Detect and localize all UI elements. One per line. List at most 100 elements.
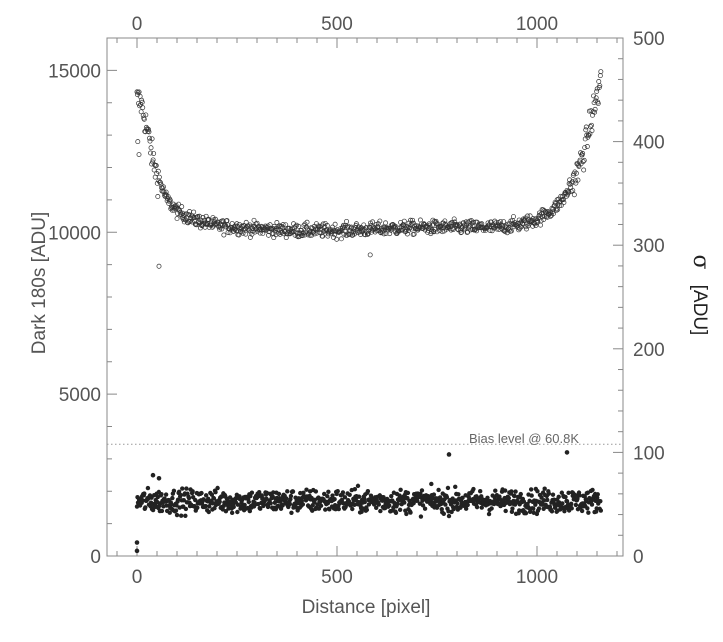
- data-point-sigma: [327, 507, 332, 512]
- data-point-sigma: [579, 508, 585, 514]
- axis-ticks: [107, 37, 623, 557]
- data-point-sigma: [549, 509, 555, 514]
- data-point-sigma: [393, 510, 399, 515]
- data-point-sigma: [431, 492, 437, 497]
- y-right-tick-label: 0: [633, 547, 644, 568]
- data-point-dark: [296, 223, 302, 229]
- data-point-sigma: [509, 489, 514, 494]
- data-point-sigma: [285, 489, 290, 494]
- data-point-dark: [474, 228, 480, 234]
- data-point-sigma: [374, 505, 379, 510]
- data-point-dark: [540, 214, 546, 219]
- data-point-dark: [300, 230, 306, 236]
- data-point-dark: [554, 207, 560, 213]
- data-point-dark: [535, 219, 541, 225]
- data-point-sigma: [460, 495, 465, 501]
- data-point-sigma: [356, 494, 362, 499]
- data-point-sigma: [478, 489, 483, 494]
- data-point-sigma: [573, 493, 578, 498]
- data-point-sigma: [569, 506, 574, 511]
- data-point-dark: [275, 230, 281, 236]
- data-point-dark: [161, 184, 166, 190]
- data-point-sigma: [509, 509, 515, 514]
- y-right-tick-label: 300: [633, 236, 665, 257]
- data-point-dark: [163, 189, 169, 195]
- data-point-dark: [271, 235, 277, 241]
- data-point-sigma: [378, 508, 383, 514]
- data-point-dark: [284, 231, 290, 237]
- data-point-sigma: [325, 493, 330, 499]
- data-point-sigma: [531, 506, 536, 511]
- data-point-dark: [383, 220, 389, 226]
- data-point-sigma: [145, 485, 151, 491]
- data-point-dark: [580, 150, 586, 156]
- data-point-dark: [169, 207, 175, 213]
- data-point-dark: [527, 213, 533, 219]
- data-point-sigma: [559, 490, 565, 495]
- data-point-dark: [191, 209, 197, 215]
- data-point-sigma: [193, 497, 198, 503]
- data-point-dark: [463, 224, 469, 230]
- data-point-dark: [572, 178, 578, 184]
- data-point-dark: [573, 170, 579, 176]
- data-point-sigma: [418, 491, 423, 497]
- data-point-sigma: [352, 486, 358, 492]
- data-point-dark: [427, 222, 433, 228]
- data-point-sigma: [521, 499, 527, 504]
- data-point-dark: [139, 99, 145, 105]
- data-point-sigma: [322, 491, 327, 497]
- data-point-dark-outlier: [135, 139, 141, 145]
- data-point-sigma: [506, 495, 511, 501]
- data-point-dark: [433, 218, 439, 224]
- data-point-dark: [221, 232, 227, 238]
- data-point-sigma: [261, 502, 267, 507]
- data-point-dark: [587, 123, 593, 129]
- data-point-dark: [325, 233, 331, 239]
- x-tick-label-top: 1000: [516, 14, 558, 35]
- data-point-sigma: [178, 492, 183, 498]
- data-point-dark: [251, 217, 257, 223]
- data-point-sigma: [229, 510, 235, 516]
- data-point-sigma: [287, 502, 293, 507]
- data-point-sigma: [330, 493, 335, 498]
- data-point-sigma: [560, 501, 565, 506]
- data-point-sigma: [415, 498, 420, 503]
- data-point-sigma: [174, 503, 179, 508]
- data-point-dark: [564, 193, 569, 199]
- data-point-dark: [447, 221, 453, 227]
- data-point-dark: [538, 218, 544, 224]
- data-point-dark: [145, 126, 151, 132]
- data-point-dark: [493, 223, 499, 229]
- data-point-dark: [240, 230, 246, 236]
- data-point-sigma: [257, 490, 262, 495]
- data-point-sigma: [332, 497, 337, 502]
- data-point-sigma: [573, 502, 579, 508]
- data-point-sigma: [451, 506, 456, 512]
- data-point-dark: [338, 236, 344, 242]
- data-point-dark: [442, 218, 448, 224]
- data-point-dark: [332, 221, 338, 227]
- data-point-dark: [558, 202, 564, 208]
- y-axis-right-label-symbol: σ: [688, 254, 713, 269]
- data-point-dark: [584, 144, 590, 149]
- data-point-dark: [200, 215, 206, 220]
- data-point-dark: [209, 224, 215, 230]
- data-point-dark: [249, 231, 255, 237]
- data-point-sigma: [217, 499, 222, 504]
- data-point-sigma: [206, 509, 211, 515]
- x-axis-label: Distance [pixel]: [302, 597, 431, 618]
- data-point-sigma-outlier: [150, 472, 156, 478]
- data-point-dark: [245, 226, 251, 232]
- data-point-dark: [243, 231, 249, 237]
- data-point-dark: [155, 168, 161, 174]
- data-point-dark: [580, 159, 586, 165]
- data-point-sigma: [170, 495, 175, 501]
- data-point-sigma: [503, 508, 508, 514]
- data-point-sigma: [595, 492, 600, 497]
- data-point-dark: [234, 221, 240, 227]
- data-point-dark: [596, 78, 602, 84]
- data-point-sigma: [445, 485, 451, 491]
- data-point-dark: [425, 228, 431, 234]
- data-point-sigma: [546, 491, 552, 496]
- data-point-sigma: [564, 499, 570, 504]
